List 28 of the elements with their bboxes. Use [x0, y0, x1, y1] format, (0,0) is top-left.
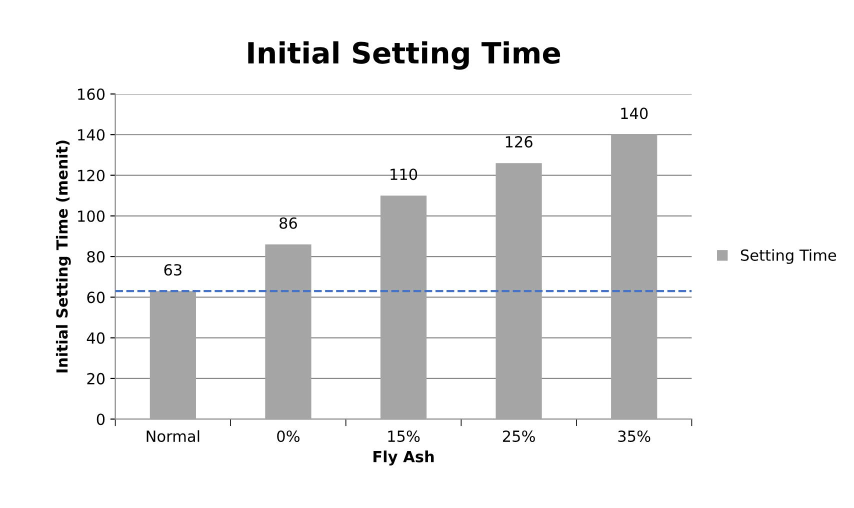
- y-tick-label: 120: [78, 170, 105, 182]
- data-label: 126: [506, 136, 532, 148]
- data-label: 140: [621, 108, 648, 120]
- legend-label: Setting Time: [740, 249, 836, 264]
- data-label: 110: [390, 168, 418, 180]
- x-tick-label: Normal: [146, 430, 200, 442]
- y-tick-label: 100: [78, 210, 105, 222]
- bar: [380, 196, 427, 420]
- bar: [496, 163, 542, 420]
- data-label: 86: [280, 217, 297, 229]
- y-tick-label: 40: [86, 332, 105, 344]
- bar: [265, 244, 312, 420]
- x-tick-label: 25%: [502, 430, 535, 442]
- chart-title: Initial Setting Time: [248, 41, 560, 70]
- y-tick-label: 140: [78, 129, 105, 141]
- bar: [150, 291, 196, 420]
- x-axis-title: Fly Ash: [374, 450, 434, 466]
- y-axis-title: Initial Setting Time (menit): [56, 140, 71, 372]
- y-tick-label: 20: [87, 372, 105, 384]
- x-tick-label: 15%: [388, 430, 420, 442]
- x-tick-label: 0%: [277, 430, 300, 442]
- y-tick-label: 80: [87, 251, 105, 263]
- y-tick-label: 160: [78, 88, 105, 100]
- x-tick-label: 35%: [618, 430, 650, 442]
- y-tick-label: 60: [87, 292, 105, 304]
- data-label: 63: [164, 264, 182, 276]
- bar: [611, 134, 658, 420]
- y-tick-label: 0: [96, 414, 105, 426]
